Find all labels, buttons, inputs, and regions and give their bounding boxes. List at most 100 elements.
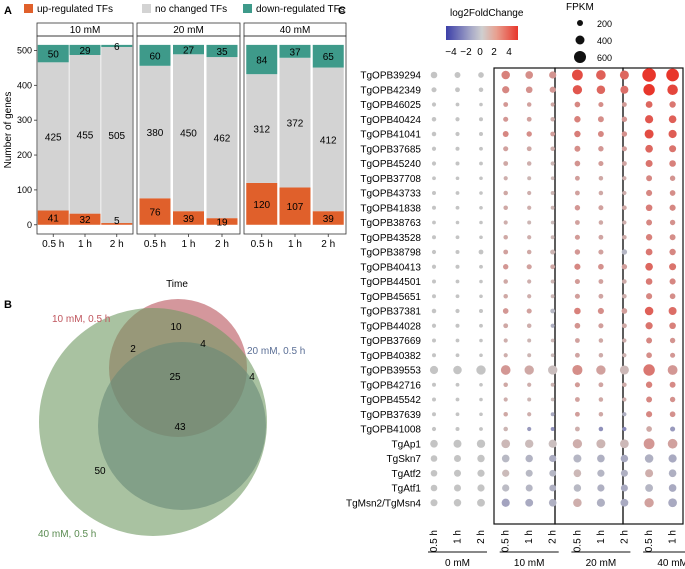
size-legend-label-400: 400 [597, 36, 612, 46]
time-label: 2 h [619, 530, 630, 544]
dot-tgatf2-10 [668, 469, 677, 478]
dot-tgopb42716-7 [598, 382, 604, 388]
dot-tgopb39553-7 [596, 365, 606, 375]
dot-tgopb44501-5 [550, 279, 555, 284]
dot-tgopb45651-5 [550, 294, 555, 299]
dot-tgopb37639-0 [431, 412, 437, 417]
dot-tgopb37669-0 [431, 338, 437, 343]
dot-tgopb43733-6 [574, 190, 580, 196]
panel-label-b: B [4, 299, 12, 311]
gene-label-tgopb38798: TgOPB38798 [360, 248, 421, 259]
bar-label-down: 6 [114, 42, 120, 53]
dot-tgopb38798-7 [598, 249, 604, 255]
bar-label-down: 29 [79, 46, 91, 57]
dot-tgopb42716-5 [550, 382, 555, 387]
dot-tgopb44028-6 [574, 322, 581, 329]
dot-tgopb38763-10 [669, 219, 676, 226]
dot-tgatf2-1 [453, 469, 462, 477]
gene-label-tgopb37708: TgOPB37708 [360, 174, 421, 185]
dot-tgopb37639-2 [479, 412, 483, 417]
dot-tgopb44501-0 [431, 279, 437, 284]
dot-tgopb37639-9 [646, 411, 653, 418]
gene-label-tgap1: TgAp1 [392, 439, 422, 450]
dot-tgopb43528-10 [669, 234, 676, 241]
dot-plot: log2FoldChange −4 −2 0 2 4 FPKM 200 400 … [346, 2, 685, 569]
dot-tgopb40382-5 [550, 353, 555, 358]
dot-tgopb37685-0 [431, 146, 437, 151]
dot-tgopb40424-4 [526, 116, 532, 122]
dot-tgopb40424-9 [645, 115, 654, 124]
bar-label-none: 380 [147, 128, 164, 139]
dot-tgatf1-9 [645, 484, 654, 492]
y-tick-label: 200 [17, 150, 32, 160]
group-label-10-mm: 10 mM [514, 558, 545, 569]
dot-tgopb44028-1 [455, 323, 460, 328]
venn-circle-40mm [39, 308, 267, 536]
dot-tgopb43528-1 [455, 235, 460, 240]
x-tick-label: 0.5 h [42, 239, 64, 250]
dot-tgap1-10 [667, 438, 678, 449]
dot-tgopb39294-2 [478, 72, 484, 78]
time-label: 1 h [668, 530, 679, 544]
dot-tgopb43733-4 [527, 190, 532, 196]
dot-tgopb38763-3 [503, 220, 508, 225]
dot-tgopb42716-9 [645, 381, 653, 388]
time-label: 0.5 h [572, 530, 583, 552]
dot-tgopb44501-3 [503, 279, 508, 284]
dot-tgatf2-9 [645, 469, 654, 478]
dot-tgopb39294-1 [454, 72, 461, 78]
dot-tgopb46025-7 [598, 101, 604, 108]
y-tick-label: 300 [17, 115, 32, 125]
y-axis-label: Number of genes [3, 92, 14, 169]
dot-tgopb45542-1 [455, 397, 460, 402]
dot-tgmsn2-tgmsn4-8 [620, 498, 629, 507]
dot-tgatf2-2 [477, 469, 485, 477]
dot-tgopb43733-8 [622, 190, 627, 196]
dot-tgopb45240-10 [669, 160, 676, 167]
dot-tgopb40413-8 [621, 264, 628, 270]
bar-label-none: 425 [45, 132, 62, 143]
dot-tgopb38763-8 [622, 220, 627, 225]
dot-tgopb40424-7 [597, 116, 604, 123]
dot-tgopb42349-1 [455, 87, 460, 93]
bar-segment-down [312, 44, 344, 68]
legend-label-up: up-regulated TFs [37, 4, 113, 15]
dot-tgopb40413-6 [574, 263, 581, 270]
dot-tgopb39294-5 [549, 71, 557, 79]
time-label: 1 h [524, 530, 535, 544]
x-tick-label: 2 h [215, 239, 229, 250]
dot-tgopb42716-6 [574, 382, 580, 388]
dot-tgopb42716-2 [479, 382, 483, 387]
dot-tgopb37381-3 [502, 308, 509, 314]
bar-segment-up [173, 211, 204, 225]
bar-segment-none [101, 46, 133, 224]
legend-swatch-down [243, 4, 252, 13]
dot-tgopb41838-4 [527, 205, 532, 210]
venn-count-only-10: 10 [170, 322, 182, 333]
dot-tgopb45542-3 [503, 397, 508, 402]
dot-tgopb38763-2 [479, 220, 483, 225]
bar-segment-none [206, 57, 238, 219]
dot-tgopb44028-8 [621, 323, 627, 329]
dot-tgopb37381-8 [621, 308, 628, 314]
dot-tgopb45542-4 [527, 397, 532, 402]
dot-tgatf1-1 [453, 484, 462, 492]
dot-tgopb40413-9 [645, 262, 653, 271]
dot-tgopb40382-3 [503, 353, 508, 358]
bar-label-none: 312 [253, 125, 270, 136]
gene-label-tgopb46025: TgOPB46025 [360, 100, 421, 111]
x-tick-label: 2 h [321, 239, 335, 250]
dot-tgopb40413-0 [431, 264, 437, 269]
bar-segment-none [312, 67, 344, 212]
group-label-0-mm: 0 mM [445, 558, 470, 569]
dot-tgopb40382-4 [527, 353, 532, 358]
group-label-20-mm: 20 mM [586, 558, 617, 569]
dot-tgmsn2-tgmsn4-5 [548, 498, 557, 507]
dot-tgopb45651-10 [669, 293, 676, 300]
bar-label-up: 32 [79, 215, 91, 226]
gene-label-tgopb44501: TgOPB44501 [360, 277, 421, 288]
dot-tgopb37381-9 [644, 306, 654, 316]
gene-label-tgopb37639: TgOPB37639 [360, 410, 421, 421]
dot-tgopb44501-8 [622, 279, 627, 284]
